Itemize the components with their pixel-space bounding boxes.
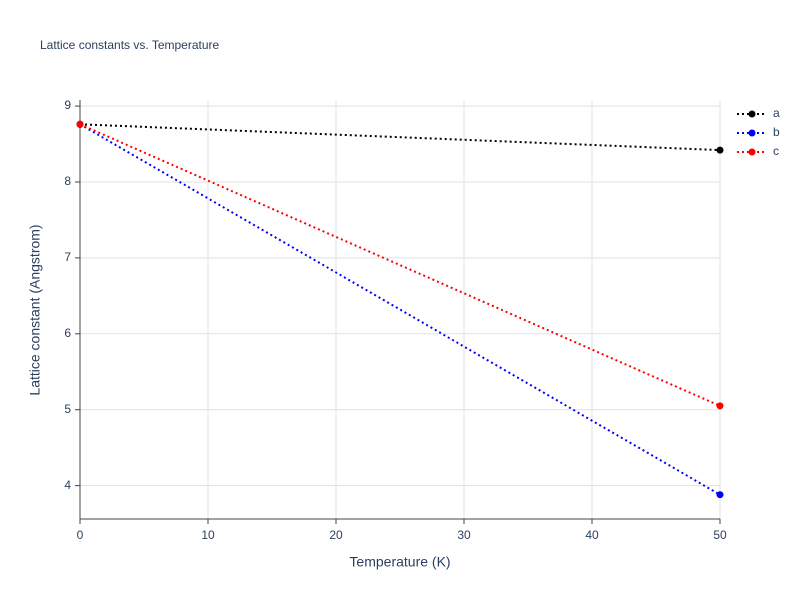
y-tick-label: 7 [64, 250, 71, 264]
point [716, 491, 724, 499]
legend-label: c [773, 144, 779, 158]
point [76, 120, 84, 128]
legend-label: b [773, 125, 780, 139]
x-tick-label: 10 [201, 528, 215, 542]
series-line [79, 123, 721, 152]
x-tick-label: 40 [585, 528, 599, 542]
point [716, 402, 724, 410]
legend-label: a [773, 106, 780, 120]
legend-marker [748, 148, 756, 156]
point [716, 146, 724, 154]
chart-title: Lattice constants vs. Temperature [40, 38, 220, 52]
x-tick-label: 0 [77, 528, 84, 542]
y-tick-label: 4 [64, 478, 71, 492]
y-tick-label: 5 [64, 402, 71, 416]
x-tick-label: 20 [329, 528, 343, 542]
series-line [79, 123, 721, 407]
y-tick-label: 6 [64, 326, 71, 340]
x-axis-title: Temperature (K) [349, 554, 450, 570]
y-axis-title: Lattice constant (Angstrom) [27, 224, 43, 395]
x-tick-label: 50 [713, 528, 727, 542]
series-line [79, 123, 721, 496]
y-tick-label: 8 [64, 174, 71, 188]
legend-marker [748, 110, 756, 118]
x-tick-label: 30 [457, 528, 471, 542]
legend-marker [748, 129, 756, 137]
y-tick-label: 9 [64, 98, 71, 112]
